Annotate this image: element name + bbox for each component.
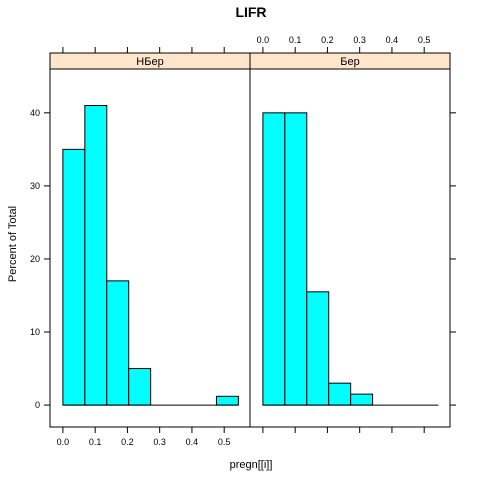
x-tick-label: 0.2 [121,437,134,447]
histogram-bar [106,280,130,406]
x-axis-bottom: 0.0 0.1 0.2 0.3 0.4 0.5 [57,427,425,447]
histogram-bar [350,393,374,406]
panel-strip-label: Бер [340,56,359,68]
x-tick-label: 0.4 [186,437,199,447]
x-axis-label: pregn[[i]] [230,459,273,471]
histogram-bar [328,382,352,406]
x-tick-label: 0.1 [89,437,102,447]
x-tick-label: 0.3 [153,437,166,447]
panels-group: НБер Бер [49,52,451,428]
x-tick-label: 0.4 [386,35,399,45]
y-tick-label: 40 [30,108,40,118]
panel-frame [249,52,451,428]
histogram-bar [306,291,330,406]
y-tick-label: 20 [30,254,40,264]
x-tick-label: 0.5 [218,437,231,447]
y-tick-label: 30 [30,181,40,191]
histogram-bar [62,148,86,406]
x-tick-label: 0.1 [289,35,302,45]
y-tick-label: 0 [35,400,40,410]
x-axis-top: 0.0 0.1 0.2 0.3 0.4 0.5 [62,35,431,53]
y-axis-label: Percent of Total [7,206,19,282]
x-tick-label: 0.0 [257,35,270,45]
x-tick-label: 0.0 [57,437,70,447]
x-tick-label: 0.5 [418,35,431,45]
histogram-bar [262,112,286,406]
panel-strip-label: НБер [136,56,163,68]
histogram-bar [284,112,308,406]
x-tick-label: 0.3 [353,35,366,45]
x-tick-label: 0.2 [321,35,334,45]
chart-title: LIFR [235,4,266,20]
panel-2: Бер [249,52,451,428]
histogram-bar [84,105,108,406]
panel-1: НБер [49,52,251,428]
histogram-bar [215,395,239,406]
histogram-bar [128,368,152,406]
y-axis: 0 10 20 30 40 [30,108,456,410]
y-tick-label: 10 [30,327,40,337]
